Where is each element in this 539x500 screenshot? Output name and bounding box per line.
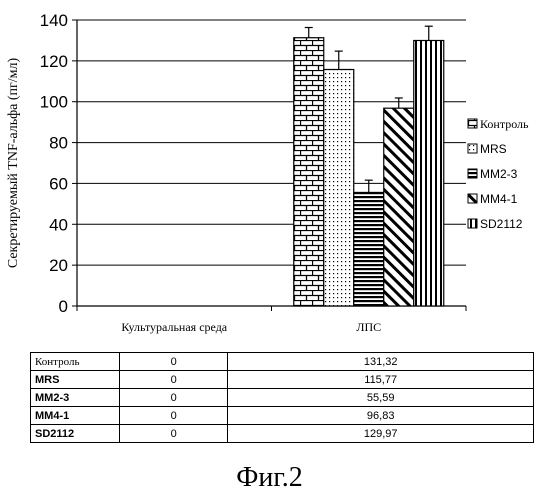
x-category-label: Культуральная среда: [121, 320, 227, 334]
y-tick-label: 40: [49, 215, 68, 234]
y-tick-label: 0: [59, 297, 68, 316]
figure-caption: Фиг.2: [0, 462, 539, 494]
table-cell: 0: [120, 425, 228, 443]
legend-swatch: [468, 119, 477, 128]
table-cell: 0: [120, 389, 228, 407]
table-cell: 0: [120, 407, 228, 425]
table-cell: 0: [120, 371, 228, 389]
legend-label: SD2112: [480, 217, 523, 231]
y-tick-label: 100: [40, 93, 68, 112]
table-row: MM4-1096,83: [31, 407, 534, 425]
y-tick-label: 60: [49, 174, 68, 193]
bar: [294, 38, 324, 306]
table-cell: 115,77: [228, 371, 534, 389]
bar: [384, 108, 414, 306]
legend-label: MM4-1: [480, 192, 518, 206]
x-category-label: ЛПС: [356, 320, 381, 334]
table-cell: 0: [120, 353, 228, 371]
legend-swatch: [468, 169, 477, 178]
y-tick-label: 80: [49, 134, 68, 153]
table-row: MRS0115,77: [31, 371, 534, 389]
bar: [324, 69, 354, 306]
legend-swatch: [468, 144, 477, 153]
y-tick-label: 20: [49, 256, 68, 275]
y-tick-label: 140: [40, 11, 68, 30]
legend-label: Контроль: [480, 117, 529, 131]
table-row-label: MM4-1: [31, 407, 120, 425]
table-cell: 55,59: [228, 389, 534, 407]
y-axis-title: Секретируемый TNF-альфа (пг/мл): [6, 57, 21, 268]
legend-swatch: [468, 219, 477, 228]
table-row-label: MM2-3: [31, 389, 120, 407]
table-row: SD21120129,97: [31, 425, 534, 443]
data-table: Контроль0131,32MRS0115,77MM2-3055,59MM4-…: [30, 352, 534, 443]
table-row-label: MRS: [31, 371, 120, 389]
table-cell: 129,97: [228, 425, 534, 443]
table-row: MM2-3055,59: [31, 389, 534, 407]
table-cell: 96,83: [228, 407, 534, 425]
bar: [354, 192, 384, 306]
bar-chart: 0 20 40 60 80 100 120 140 Секретируемый TNF-альф…: [0, 0, 539, 352]
table-row-label: Контроль: [31, 353, 120, 371]
table-row: Контроль0131,32: [31, 353, 534, 371]
table-row-label: SD2112: [31, 425, 120, 443]
table-cell: 131,32: [228, 353, 534, 371]
legend-swatch: [468, 194, 477, 203]
legend-label: MRS: [480, 142, 507, 156]
legend-label: MM2-3: [480, 167, 518, 181]
bar: [414, 40, 444, 306]
y-tick-label: 120: [40, 52, 68, 71]
